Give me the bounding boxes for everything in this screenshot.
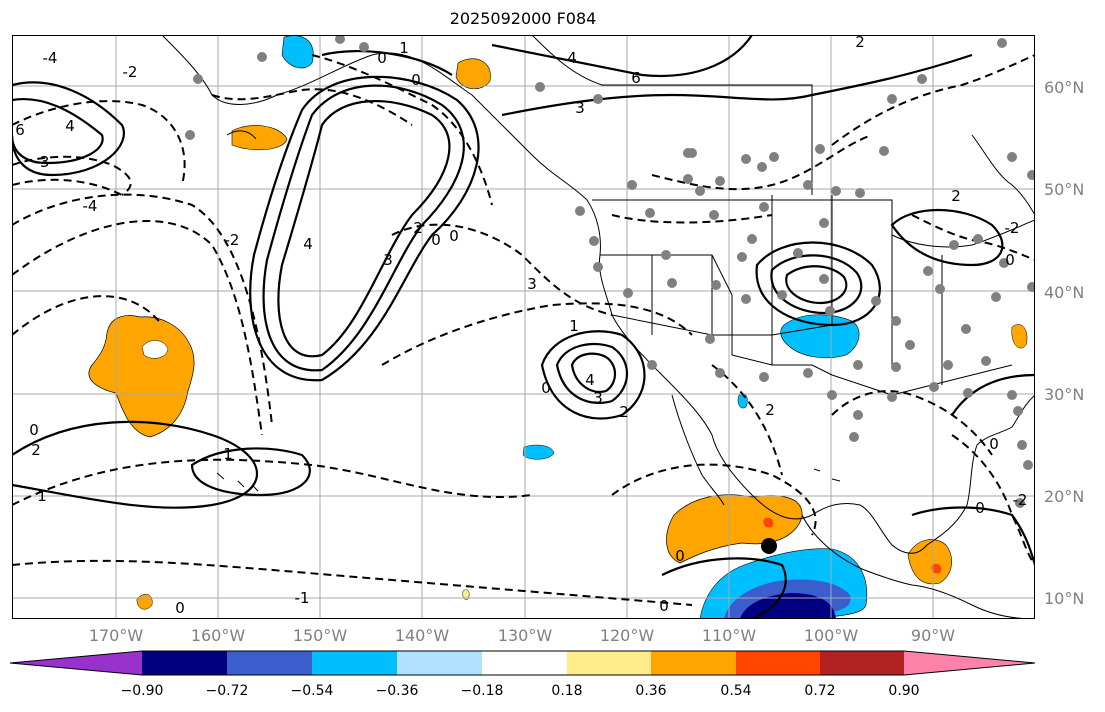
contour-label: 3 xyxy=(383,251,393,269)
contour-label: 2 xyxy=(765,401,775,419)
anomaly-shading xyxy=(88,35,1028,619)
colorbar-segment xyxy=(567,651,651,675)
lat-label-10n: 10°N xyxy=(1044,589,1085,608)
map-title: 2025092000 F084 xyxy=(449,9,597,28)
colorbar-tick-label: 0.72 xyxy=(804,683,836,699)
storm-track-point xyxy=(766,521,772,527)
contour-label: 2 xyxy=(951,187,961,205)
colorbar-segment xyxy=(820,651,904,675)
colorbar-tick-label: 0.36 xyxy=(635,683,667,699)
contour-label: 4 xyxy=(303,235,313,253)
contour-label: 0 xyxy=(449,227,459,245)
positive-contours xyxy=(12,35,1035,619)
contour-label: 4 xyxy=(65,117,75,135)
contour-label: 1 xyxy=(569,317,579,335)
contour-label: -1 xyxy=(295,589,310,607)
contour-label: 6 xyxy=(15,121,25,139)
contour-label: -2 xyxy=(123,63,138,81)
colorbar-tick-label: −0.90 xyxy=(120,683,164,699)
colorbar-segment xyxy=(227,651,312,675)
lon-label-90w: 90°W xyxy=(910,626,956,645)
contour-label: 1 xyxy=(223,445,233,463)
lon-label-130w: 130°W xyxy=(497,626,553,645)
contour-label: 0 xyxy=(659,597,669,615)
lon-label-100w: 100°W xyxy=(803,626,859,645)
lat-label-20n: 20°N xyxy=(1044,487,1085,506)
contour-labels: -4 -2 0 1 0 6 3 4 2 6 4 -3 -4 -2 4 3 2 0… xyxy=(15,35,1027,617)
colorbar-segment xyxy=(651,651,736,675)
map-frame xyxy=(12,35,1035,619)
forecast-map: -4 -2 0 1 0 6 3 4 2 6 4 -3 -4 -2 4 3 2 0… xyxy=(12,35,1035,619)
contour-label: -4 xyxy=(83,197,98,215)
lon-label-160w: 160°W xyxy=(190,626,246,645)
storm-center-marker xyxy=(761,538,777,554)
contour-label: -3 xyxy=(35,153,50,171)
colorbar xyxy=(10,650,1036,676)
colorbar-max-extend xyxy=(904,651,1035,675)
colorbar-tick-label: −0.54 xyxy=(290,683,334,699)
negative-contours xyxy=(12,54,1035,606)
contour-label: 0 xyxy=(175,599,185,617)
contour-label: 2 xyxy=(31,441,41,459)
contour-label: 0 xyxy=(541,379,551,397)
lat-label-60n: 60°N xyxy=(1044,78,1085,97)
contour-label: -2 xyxy=(225,231,240,249)
coastlines xyxy=(161,35,1035,619)
contour-label: 0 xyxy=(411,71,421,89)
lon-label-170w: 170°W xyxy=(88,626,144,645)
colorbar-tick-label: −0.72 xyxy=(205,683,249,699)
colorbar-tick-label: −0.18 xyxy=(460,683,504,699)
contour-label: 0 xyxy=(1005,251,1015,269)
graticule xyxy=(12,35,1035,619)
colorbar-tick-label: 0.54 xyxy=(720,683,752,699)
contour-label: 3 xyxy=(527,275,537,293)
contour-label: 1 xyxy=(399,39,409,57)
contour-label: 2 xyxy=(413,219,423,237)
colorbar-segment xyxy=(397,651,482,675)
colorbar-segment xyxy=(312,651,397,675)
colorbar-tick-label: 0.90 xyxy=(888,683,920,699)
contour-label: 3 xyxy=(593,389,603,407)
colorbar-segment xyxy=(736,651,820,675)
lon-label-150w: 150°W xyxy=(292,626,348,645)
contour-label: 2 xyxy=(855,35,865,51)
colorbar-segment xyxy=(142,651,227,675)
colorbar-tick-label: 0.18 xyxy=(551,683,583,699)
contour-label: 0 xyxy=(975,499,985,517)
lat-label-40n: 40°N xyxy=(1044,283,1085,302)
lon-label-140w: 140°W xyxy=(394,626,450,645)
contour-label: 4 xyxy=(585,371,595,389)
contour-label: 0 xyxy=(675,547,685,565)
contour-label: 4 xyxy=(567,49,577,67)
station-markers xyxy=(185,35,1035,508)
contour-label: 0 xyxy=(989,435,999,453)
contour-label: 6 xyxy=(631,69,641,87)
colorbar-min-extend xyxy=(10,651,142,675)
contour-label: 1 xyxy=(37,487,47,505)
contour-label: 2 xyxy=(619,403,629,421)
contour-label: 0 xyxy=(29,421,39,439)
contour-label: 0 xyxy=(431,231,441,249)
lat-label-50n: 50°N xyxy=(1044,180,1085,199)
colorbar-tick-label: −0.36 xyxy=(375,683,419,699)
contour-label: -2 xyxy=(1005,219,1020,237)
contour-label: 3 xyxy=(575,99,585,117)
lon-label-120w: 120°W xyxy=(599,626,655,645)
colorbar-segment xyxy=(482,651,567,675)
lon-label-110w: 110°W xyxy=(701,626,757,645)
contour-label: -2 xyxy=(1013,491,1028,509)
contour-label: -4 xyxy=(43,49,58,67)
contour-label: 0 xyxy=(377,49,387,67)
lat-label-30n: 30°N xyxy=(1044,385,1085,404)
